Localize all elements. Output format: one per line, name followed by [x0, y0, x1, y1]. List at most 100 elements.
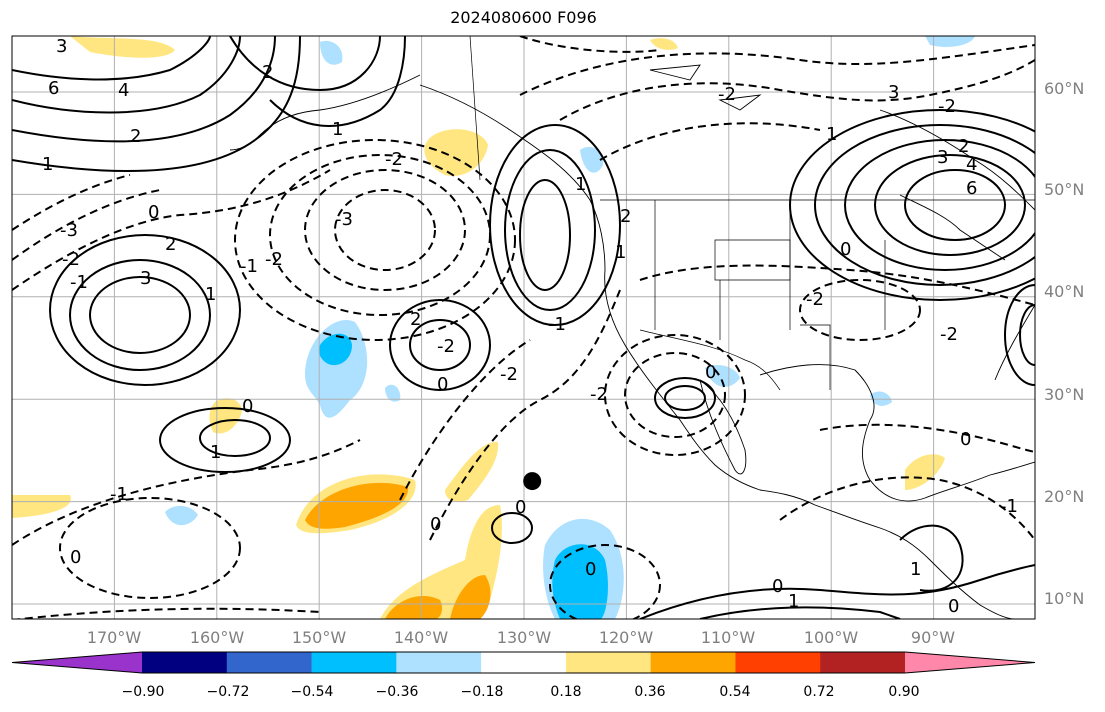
contour-label: 1: [332, 119, 343, 140]
lon-label: 100°W: [804, 628, 859, 647]
colorbar-segment: [735, 652, 821, 673]
contour-label: 2: [262, 62, 273, 83]
contour-labels: 3 6 4 2 1 -3 -2 -1 0 2 3 1 2 1 -2 -3 -1 …: [42, 36, 1018, 617]
shade-positive: [209, 398, 242, 434]
lat-label: 10°N: [1044, 589, 1084, 608]
contour-label: 1: [205, 284, 216, 305]
contour-label: 0: [585, 559, 596, 580]
contour-label: 0: [437, 374, 448, 395]
contour-label: 1: [210, 442, 221, 463]
storm-position-marker: [523, 472, 542, 491]
contour-label: -2: [265, 249, 283, 270]
lon-label: 170°W: [87, 628, 142, 647]
colorbar-tick-label: −0.72: [207, 684, 250, 700]
lon-label: 90°W: [911, 628, 955, 647]
shade-negative: [320, 40, 343, 65]
contour-label: 3: [140, 268, 151, 289]
shade-negative-strong: [318, 333, 352, 366]
contour-label: 0: [430, 514, 441, 535]
colorbar-tick-label: 0.36: [634, 684, 665, 700]
shade-negative-strong: [552, 544, 608, 619]
contour-label: 1: [826, 124, 837, 145]
contour-label: -2: [940, 324, 958, 345]
shade-positive: [70, 36, 175, 58]
contour-label: -3: [335, 209, 353, 230]
lon-label: 160°W: [190, 628, 245, 647]
lat-label: 20°N: [1044, 487, 1084, 506]
contour-label: -2: [500, 364, 518, 385]
lon-label: 120°W: [599, 628, 654, 647]
contour-label: -1: [110, 484, 128, 505]
colorbar-extend-min: [12, 652, 142, 673]
shade-positive: [905, 454, 945, 490]
colorbar-tick-label: 0.90: [888, 684, 919, 700]
contour-label: 3: [56, 36, 67, 57]
contour-label: 3: [937, 147, 948, 168]
shade-positive-strong: [385, 596, 443, 619]
colorbar-extend-max: [905, 652, 1035, 673]
lon-axis-labels: 170°W 160°W 150°W 140°W 130°W 120°W 110°…: [87, 628, 955, 647]
contour-label: -2: [437, 336, 455, 357]
colorbar-segment: [565, 652, 652, 673]
lon-label: 130°W: [497, 628, 552, 647]
contour-label: 0: [705, 362, 716, 383]
contour-label: 1: [42, 154, 53, 175]
contour-label: 4: [118, 80, 129, 101]
shade-positive-strong: [305, 482, 409, 529]
contour-label: 2: [130, 126, 141, 147]
colorbar-tick-label: 0.54: [719, 684, 750, 700]
contour-label: -2: [385, 149, 403, 170]
shade-negative: [925, 36, 975, 47]
shade-positive: [445, 441, 499, 502]
contour-label: 0: [948, 596, 959, 617]
colorbar-segment: [396, 652, 482, 673]
contour-label: -1: [70, 272, 88, 293]
shade-positive: [12, 495, 71, 518]
coastlines: [229, 64, 1035, 619]
contour-label: 1: [615, 242, 626, 263]
contour-label: -2: [590, 384, 608, 405]
contour-label: 0: [772, 576, 783, 597]
lon-label: 140°W: [394, 628, 449, 647]
colorbar-segment: [820, 652, 906, 673]
contour-label: 0: [148, 202, 159, 223]
colorbar-tick-label: −0.36: [376, 684, 419, 700]
map-title: 2024080600 F096: [450, 8, 597, 27]
colorbar-tick-label: 0.18: [550, 684, 581, 700]
shaded-regions: [12, 36, 975, 619]
dashed-contours: [12, 36, 1035, 619]
colorbar-tick-labels: −0.90 −0.72 −0.54 −0.36 −0.18 0.18 0.36 …: [122, 684, 920, 700]
lat-label: 40°N: [1044, 282, 1084, 301]
contour-label: 0: [70, 547, 81, 568]
contour-label: 6: [966, 178, 977, 199]
contour-label: 4: [966, 154, 977, 175]
contour-label: 2: [410, 309, 421, 330]
map-frame: [11, 35, 1036, 620]
contour-label: -1: [548, 314, 566, 335]
contour-label: 0: [515, 497, 526, 518]
contour-label: -2: [938, 96, 956, 117]
lat-label: 30°N: [1044, 385, 1084, 404]
shade-positive: [424, 129, 488, 176]
contour-label: 2: [620, 206, 631, 227]
contour-label: 2: [958, 136, 969, 157]
contour-label: -3: [60, 220, 78, 241]
colorbar-segment: [650, 652, 736, 673]
shade-negative: [165, 505, 198, 526]
contour-label: 1: [910, 559, 921, 580]
contour-label: -2: [62, 249, 80, 270]
colorbar-segment: [142, 652, 228, 673]
contour-label: 1: [575, 174, 586, 195]
colorbar-segment: [226, 652, 313, 673]
contour-label: 0: [840, 239, 851, 260]
colorbar-tick-label: −0.54: [291, 684, 334, 700]
lat-label: 50°N: [1044, 180, 1084, 199]
graticule: [12, 36, 1035, 619]
shade-negative: [385, 384, 401, 402]
lon-label: 150°W: [292, 628, 347, 647]
colorbar-segment: [481, 652, 567, 673]
colorbar-tick-label: −0.90: [122, 684, 165, 700]
solid-contours: [12, 36, 1035, 619]
contour-label: 1: [788, 591, 799, 612]
